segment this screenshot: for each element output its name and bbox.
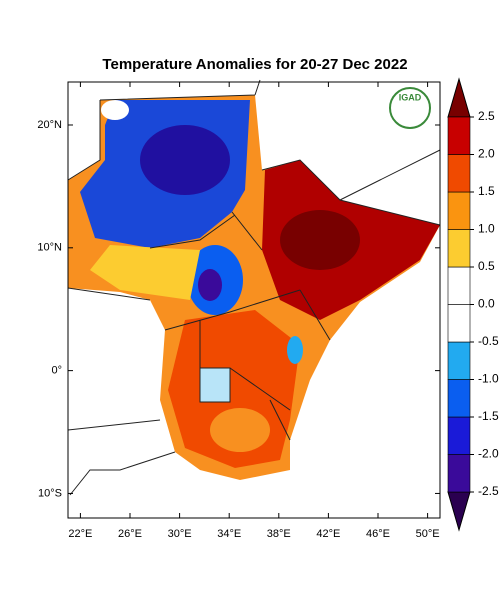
- map-frame: [67, 81, 441, 519]
- warm-patch: [210, 408, 270, 452]
- colorbar-extend-high: [447, 77, 471, 118]
- colorbar-label: 1.5: [478, 184, 495, 198]
- title: Temperature Anomalies for 20-27 Dec 2022: [102, 56, 407, 73]
- colorbar-label: -0.5: [478, 334, 499, 348]
- colorbar-label: 1.0: [478, 222, 495, 236]
- cold-patch: [287, 336, 303, 364]
- colorbar-extend-low: [447, 491, 471, 532]
- colorbar-bin: [447, 416, 471, 455]
- x-tick-label: 34°E: [217, 528, 241, 540]
- colorbar-bin: [447, 116, 471, 155]
- cold-core: [140, 125, 230, 195]
- colorbar-bin: [447, 154, 471, 193]
- colorbar-label: -1.5: [478, 409, 499, 423]
- x-tick-label: 38°E: [267, 528, 291, 540]
- colorbar-label: 2.0: [478, 147, 495, 161]
- y-tick-label: 10°S: [38, 487, 62, 499]
- x-tick-label: 30°E: [168, 528, 192, 540]
- y-tick-label: 20°N: [37, 119, 62, 131]
- warm-region: [90, 245, 200, 300]
- colorbar-label: 2.5: [478, 109, 495, 123]
- colorbar-label: 0.5: [478, 259, 495, 273]
- cold-core: [198, 269, 222, 301]
- colorbar-label: -1.0: [478, 372, 499, 386]
- country-borders: [67, 79, 441, 496]
- y-tick-label: 0°: [51, 365, 62, 377]
- colorbar-bin: [447, 341, 471, 380]
- colorbar-label: -2.0: [478, 447, 499, 461]
- colorbar-label: 0.0: [478, 297, 495, 311]
- x-tick-label: 46°E: [366, 528, 390, 540]
- colorbar-bin: [447, 304, 471, 343]
- x-tick-label: 50°E: [416, 528, 440, 540]
- neutral-patch: [101, 100, 129, 120]
- map-area: IGAD: [67, 79, 441, 519]
- logo: [389, 87, 431, 129]
- colorbar-bin: [447, 229, 471, 268]
- colorbar-bin: [447, 266, 471, 305]
- x-tick-label: 42°E: [316, 528, 340, 540]
- x-tick-label: 22°E: [68, 528, 92, 540]
- logo-text: IGAD: [399, 92, 422, 102]
- warm-core: [280, 210, 360, 270]
- colorbar-bin: [447, 454, 471, 493]
- x-tick-label: 26°E: [118, 528, 142, 540]
- colorbar-bin: [447, 379, 471, 418]
- lake-victoria: [199, 367, 231, 403]
- colorbar-bin: [447, 191, 471, 230]
- colorbar-label: -2.5: [478, 484, 499, 498]
- y-tick-label: 10°N: [37, 242, 62, 254]
